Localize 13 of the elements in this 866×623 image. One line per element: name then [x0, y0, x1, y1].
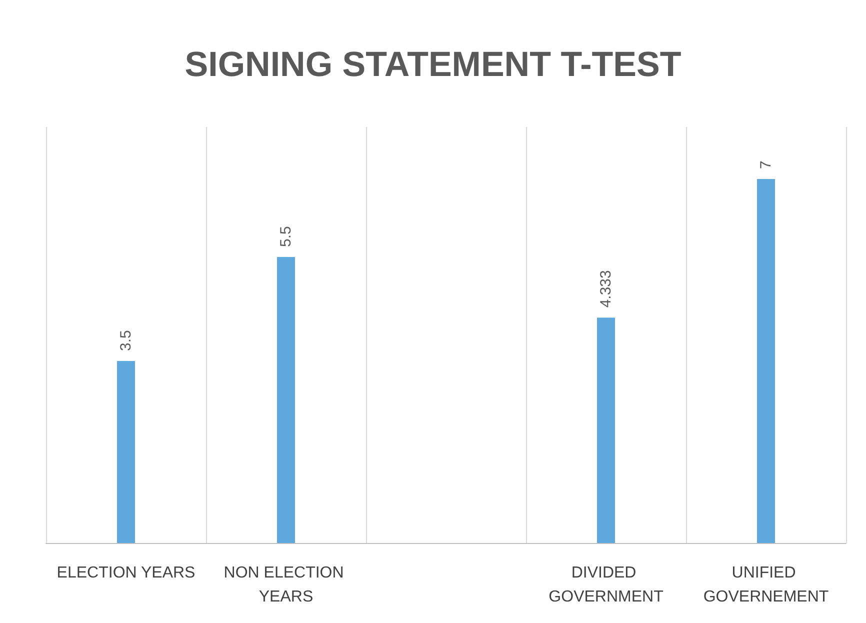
x-tick-label: DIVIDED GOVERNMENT [548, 564, 664, 606]
x-tick-label: ELECTION YEARS [56, 564, 196, 582]
data-label: 4.333 [598, 270, 614, 308]
data-label: 7 [758, 160, 774, 169]
data-label: 3.5 [118, 330, 134, 351]
bar [117, 361, 135, 543]
bar [597, 318, 615, 543]
x-tick-label: UNIFIED GOVERNEMENT [703, 564, 829, 606]
bar [757, 179, 775, 543]
bar [277, 257, 295, 543]
data-label: 5.5 [278, 226, 294, 247]
chart-title: SIGNING STATEMENT T-TEST [184, 45, 682, 84]
x-tick-label: NON ELECTION YEARS [224, 564, 348, 606]
